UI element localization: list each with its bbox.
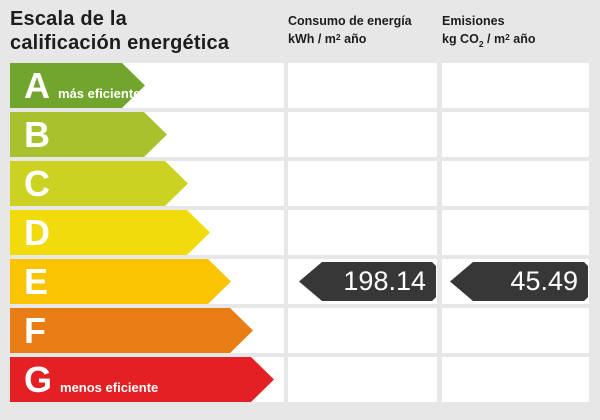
rating-letter: E [24,261,49,302]
consumo-title: Consumo de energía [288,14,412,28]
rating-arrow: E [10,259,231,304]
rating-letter: B [24,114,50,155]
rating-arrow: C [10,161,188,206]
consumo-cell [288,161,437,206]
page-title: Escala de la calificación energética [10,8,229,55]
rating-row: B [10,112,589,157]
rating-row: D [10,210,589,255]
emisiones-title: Emisiones [442,14,505,28]
title-line2: calificación energética [10,31,230,54]
rating-letter: F [24,310,46,351]
column-header-emisiones: Emisiones kg CO2 / m2 año [442,13,536,49]
consumo-unit-pre: kWh / m [288,31,336,46]
rating-row: C [10,161,589,206]
emisiones-cell [442,210,589,255]
consumo-unit-sup: 2 [335,31,341,42]
emisiones-cell [442,308,589,353]
title-line1: Escala de la [10,8,127,30]
rating-note: más eficiente [58,86,141,101]
consumo-cell [288,63,437,108]
emisiones-unit-mid: / m [483,31,506,46]
rating-letter: D [24,212,50,253]
consumo-units: kWh / m2 año [288,31,412,49]
rating-bar-cell: D [10,210,284,255]
rating-row: E 198.14 45.49 [10,259,589,304]
rating-arrow: B [10,112,167,157]
rating-note: menos eficiente [60,380,159,395]
emisiones-cell [442,161,589,206]
rating-letter: C [24,163,50,204]
rating-letter: A [24,65,50,106]
emisiones-value: 45.49 [510,266,578,296]
emisiones-unit-pre: kg CO [442,31,479,46]
emisiones-unit-sub: 2 [478,38,484,49]
rating-arrow: D [10,210,210,255]
header: Escala de la calificación energética Con… [0,0,600,63]
emisiones-unit-sup: 2 [505,31,510,42]
emisiones-unit-post: año [509,31,536,46]
rating-letter: G [24,359,53,400]
emisiones-cell [442,63,589,108]
rating-arrow: F [10,308,253,353]
column-header-consumo: Consumo de energía kWh / m2 año [288,13,412,48]
consumo-value-badge: 198.14 [299,262,436,301]
rating-bar-cell: C [10,161,284,206]
rating-bar-cell: E [10,259,284,304]
consumo-value: 198.14 [343,266,426,296]
emisiones-cell: 45.49 [442,259,589,304]
emisiones-value-badge: 45.49 [450,262,588,301]
emisiones-cell [442,357,589,402]
consumo-cell [288,210,437,255]
consumo-cell [288,308,437,353]
consumo-cell: 198.14 [288,259,437,304]
consumo-cell [288,357,437,402]
consumo-cell [288,112,437,157]
emisiones-units: kg CO2 / m2 año [442,31,536,49]
rating-row: F [10,308,589,353]
consumo-unit-post: año [340,31,367,46]
rating-bar-cell: F [10,308,284,353]
rating-bar-cell: B [10,112,284,157]
emisiones-cell [442,112,589,157]
